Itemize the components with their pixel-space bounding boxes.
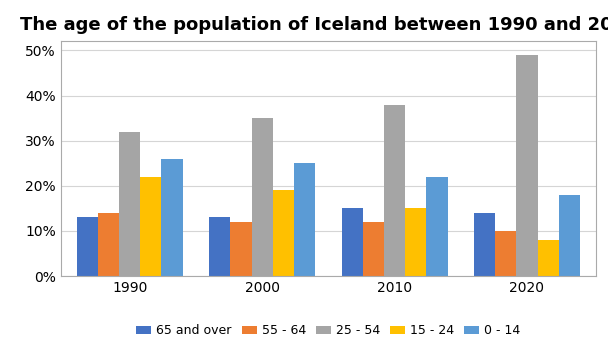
Bar [119,132,140,276]
Bar [426,177,447,276]
Bar [495,231,516,276]
Bar [516,55,537,276]
Bar [294,163,315,276]
Bar [474,213,495,276]
Bar [559,195,580,276]
Bar [98,213,119,276]
Bar [77,217,98,276]
Bar [342,208,363,276]
Bar [230,222,252,276]
Bar [537,240,559,276]
Bar [252,118,273,276]
Legend: 65 and over, 55 - 64, 25 - 54, 15 - 24, 0 - 14: 65 and over, 55 - 64, 25 - 54, 15 - 24, … [136,325,520,337]
Bar [384,105,405,276]
Bar [209,217,230,276]
Bar [140,177,162,276]
Bar [363,222,384,276]
Bar [162,159,182,276]
Bar [405,208,426,276]
Bar [273,190,294,276]
Title: The age of the population of Iceland between 1990 and 2020: The age of the population of Iceland bet… [19,16,608,34]
